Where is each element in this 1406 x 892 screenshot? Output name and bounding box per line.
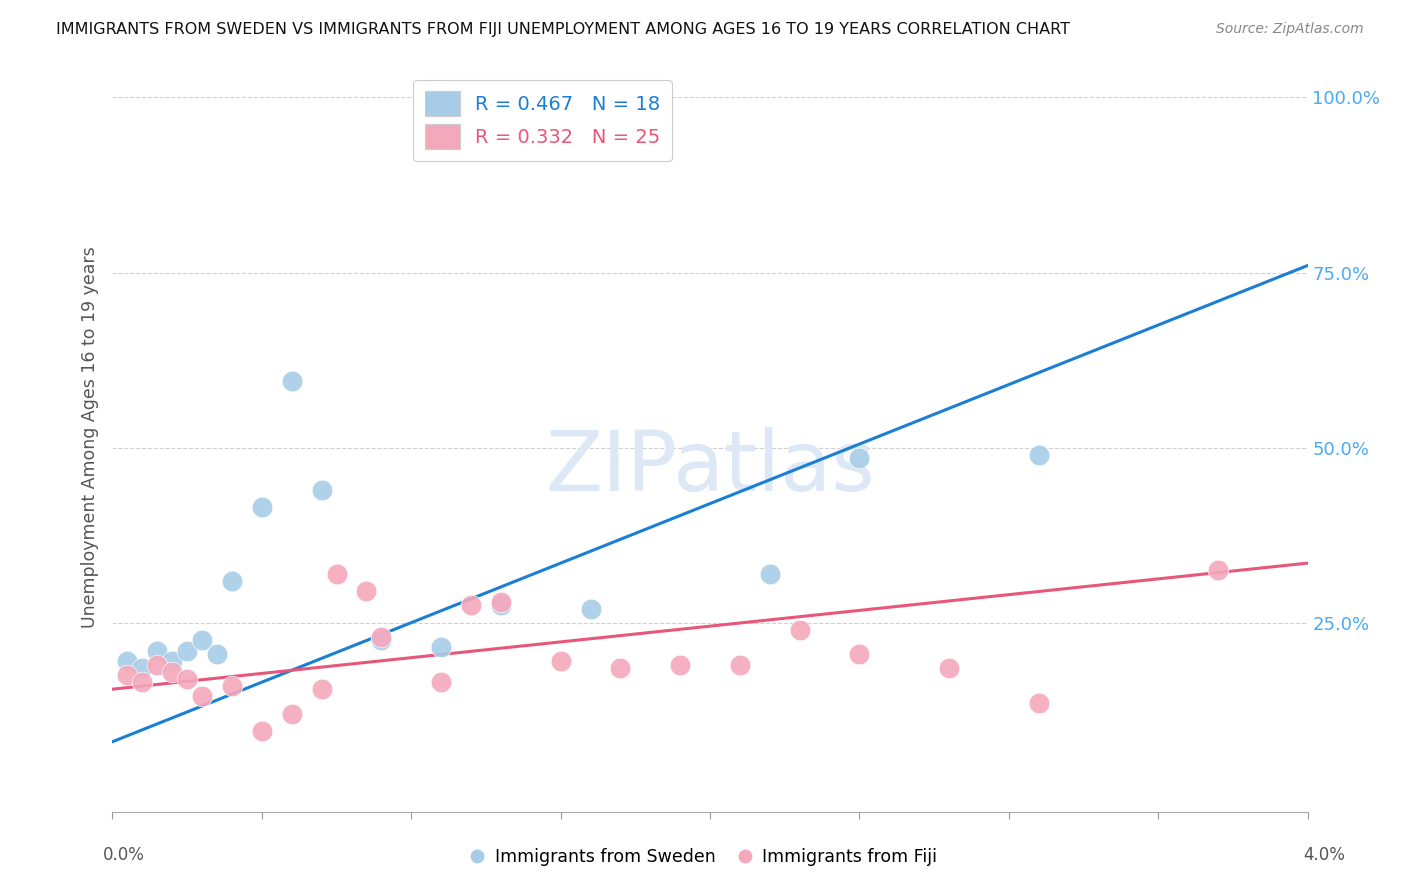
Point — [669, 657, 692, 672]
Point — [205, 647, 228, 661]
Point — [579, 601, 602, 615]
Point — [609, 661, 631, 675]
Point — [311, 483, 333, 497]
Point — [430, 640, 453, 655]
Point — [221, 679, 243, 693]
Point — [430, 675, 453, 690]
Point — [131, 675, 153, 690]
Point — [356, 584, 378, 599]
Legend: R = 0.467   N = 18, R = 0.332   N = 25: R = 0.467 N = 18, R = 0.332 N = 25 — [413, 79, 672, 161]
Point — [162, 665, 183, 679]
Text: IMMIGRANTS FROM SWEDEN VS IMMIGRANTS FROM FIJI UNEMPLOYMENT AMONG AGES 16 TO 19 : IMMIGRANTS FROM SWEDEN VS IMMIGRANTS FRO… — [56, 22, 1070, 37]
Point — [250, 724, 273, 739]
Point — [550, 654, 572, 668]
Point — [759, 566, 782, 581]
Point — [460, 598, 482, 612]
Point — [117, 668, 139, 682]
Point — [117, 654, 139, 668]
Text: 4.0%: 4.0% — [1303, 846, 1346, 863]
Text: 0.0%: 0.0% — [103, 846, 145, 863]
Point — [146, 657, 169, 672]
Text: ZIPatlas: ZIPatlas — [546, 426, 875, 508]
Point — [281, 706, 304, 721]
Point — [221, 574, 243, 588]
Point — [191, 689, 214, 703]
Point — [370, 630, 392, 644]
Point — [728, 657, 751, 672]
Point — [1206, 563, 1229, 577]
Point — [489, 594, 512, 608]
Point — [848, 647, 870, 661]
Text: Source: ZipAtlas.com: Source: ZipAtlas.com — [1216, 22, 1364, 37]
Point — [162, 654, 183, 668]
Point — [370, 633, 392, 648]
Point — [131, 661, 153, 675]
Point — [489, 598, 512, 612]
Legend: Immigrants from Sweden, Immigrants from Fiji: Immigrants from Sweden, Immigrants from … — [461, 841, 945, 872]
Point — [176, 672, 198, 686]
Y-axis label: Unemployment Among Ages 16 to 19 years: Unemployment Among Ages 16 to 19 years — [82, 246, 100, 628]
Point — [176, 643, 198, 657]
Point — [311, 682, 333, 697]
Point — [325, 566, 347, 581]
Point — [281, 374, 304, 388]
Point — [789, 623, 811, 637]
Point — [848, 451, 870, 466]
Point — [938, 661, 960, 675]
Point — [191, 633, 214, 648]
Point — [1028, 448, 1050, 462]
Point — [146, 643, 169, 657]
Point — [1028, 696, 1050, 710]
Point — [250, 500, 273, 515]
